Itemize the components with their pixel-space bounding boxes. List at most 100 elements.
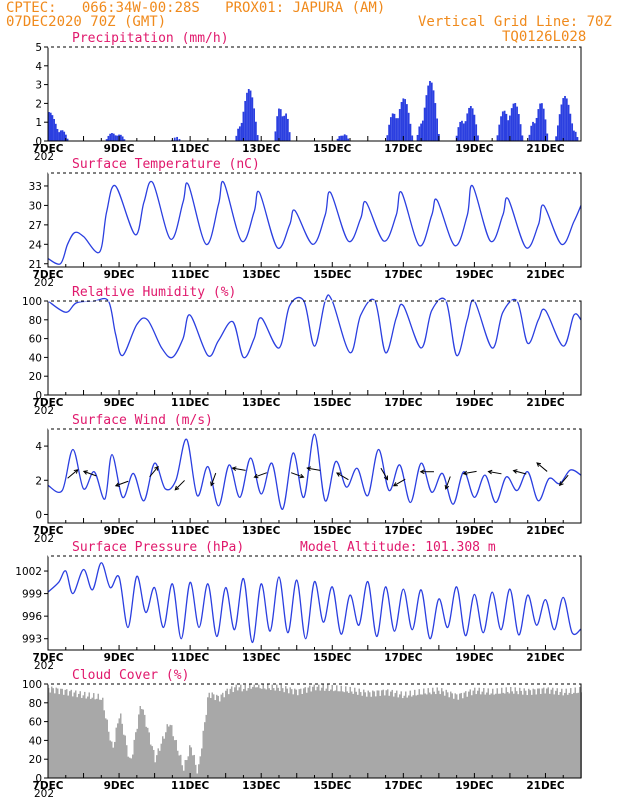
cloud-bar xyxy=(174,740,176,778)
x-tick-label: 19DEC xyxy=(455,525,494,537)
cloud-bar xyxy=(456,694,458,778)
cloud-bar xyxy=(504,693,506,778)
cloud-bar xyxy=(492,688,494,778)
precip-bar xyxy=(418,126,421,141)
cloud-bar xyxy=(348,692,350,778)
wind-arrow-head xyxy=(253,473,259,479)
cloud-bar xyxy=(346,691,348,778)
precip-bar xyxy=(512,103,515,141)
y-tick-label: 1002 xyxy=(15,566,42,578)
precip-bar xyxy=(336,138,339,141)
cloud-bar xyxy=(532,688,534,778)
cloud-bar xyxy=(484,694,486,778)
cloud-bar xyxy=(408,695,410,778)
cloud-bar xyxy=(270,690,272,778)
y-tick-label: 40 xyxy=(29,352,42,364)
cloud-bar xyxy=(462,698,464,778)
cloud-bar xyxy=(567,694,569,778)
cloud-bar xyxy=(216,694,218,778)
precip-bar xyxy=(555,136,558,141)
cloud-bar xyxy=(319,690,321,778)
precip-bar xyxy=(571,123,574,141)
wind-arrow xyxy=(253,472,267,479)
series-line xyxy=(47,180,582,265)
panel-3: Relative Humidity (%) 0 20 40 60 80 100 7DEC 9DE… xyxy=(22,285,582,417)
panel-5: Surface Pressure (hPa) Model Altitude: 10… xyxy=(15,540,582,672)
y-tick-label: 80 xyxy=(29,315,42,327)
wind-arrow-shaft xyxy=(149,466,159,478)
panel-title: Surface Wind (m/s) xyxy=(72,413,213,428)
cloud-bar xyxy=(241,691,243,778)
cloud-bar xyxy=(130,758,132,778)
cloud-bar xyxy=(90,698,92,778)
cloud-bar xyxy=(52,688,54,778)
cloud-bar xyxy=(364,692,366,778)
y-tick-label: 2 xyxy=(35,98,42,110)
cloud-bar xyxy=(63,694,65,778)
cloud-bar xyxy=(555,690,557,778)
wind-arrow-shaft xyxy=(307,467,321,471)
cloud-bar xyxy=(160,743,162,778)
cloud-bar xyxy=(142,709,144,778)
x-tick-label: 15DEC xyxy=(313,143,352,155)
precip-bars xyxy=(48,80,579,141)
cloud-bar xyxy=(540,693,542,778)
cloud-bar xyxy=(436,687,438,778)
y-tick-label: 0 xyxy=(35,136,42,148)
cloud-bar xyxy=(310,691,312,778)
cloud-bar xyxy=(429,692,431,778)
cloud-bar xyxy=(255,687,257,778)
y-tick-label: 1 xyxy=(35,117,42,129)
cloud-bar xyxy=(222,692,224,778)
precip-bar xyxy=(107,135,110,141)
y-tick-label: 33 xyxy=(29,181,42,193)
wind-arrow-shaft xyxy=(488,471,502,475)
cloud-bar xyxy=(508,693,510,778)
cloud-bar xyxy=(199,756,201,778)
precip-bar xyxy=(285,113,287,141)
cloud-bar xyxy=(352,693,354,778)
cloud-bar xyxy=(94,699,96,778)
cloud-bar xyxy=(451,693,453,778)
precip-bar xyxy=(58,132,61,141)
cloud-bar xyxy=(220,694,222,778)
y-tick-label: 100 xyxy=(22,679,42,691)
cloud-bar xyxy=(106,719,108,778)
cloud-bar xyxy=(568,692,570,778)
cloud-bar xyxy=(192,755,194,778)
year-label: 202 xyxy=(34,405,54,417)
x-tick-label: 7DEC xyxy=(33,269,64,281)
precip-bar xyxy=(496,135,499,141)
panel-title: Cloud Cover (%) xyxy=(72,668,189,683)
cloud-bar xyxy=(399,694,401,778)
panel-frame xyxy=(47,555,582,651)
cloud-bar xyxy=(223,697,225,778)
cloud-bar xyxy=(141,708,143,778)
wind-arrow-shaft xyxy=(393,478,406,487)
precip-bar xyxy=(242,111,245,141)
precip-bar xyxy=(237,128,240,141)
cloud-bar xyxy=(138,714,140,778)
precip-bar xyxy=(574,131,577,141)
cloud-bar xyxy=(396,690,398,778)
precip-bar xyxy=(388,124,391,141)
panel-title: Relative Humidity (%) xyxy=(72,285,236,300)
cloud-bar xyxy=(457,699,459,778)
cloud-bar xyxy=(528,688,530,778)
x-tick-label: 11DEC xyxy=(171,525,210,537)
precip-bar xyxy=(64,134,67,141)
precip-bar xyxy=(466,113,469,141)
cloud-bar xyxy=(411,696,413,778)
precip-bar xyxy=(63,131,66,141)
precip-bar xyxy=(457,127,460,141)
y-tick-label: 20 xyxy=(29,754,42,766)
precip-bar xyxy=(430,82,433,141)
precip-bar xyxy=(420,123,422,141)
cloud-bar xyxy=(387,689,389,778)
panel-subtitle: Model Altitude: 101.308 m xyxy=(300,540,496,555)
cloud-bar xyxy=(495,693,497,778)
cloud-bar xyxy=(393,696,395,778)
precip-bar xyxy=(251,97,254,141)
wind-arrows xyxy=(67,462,569,491)
